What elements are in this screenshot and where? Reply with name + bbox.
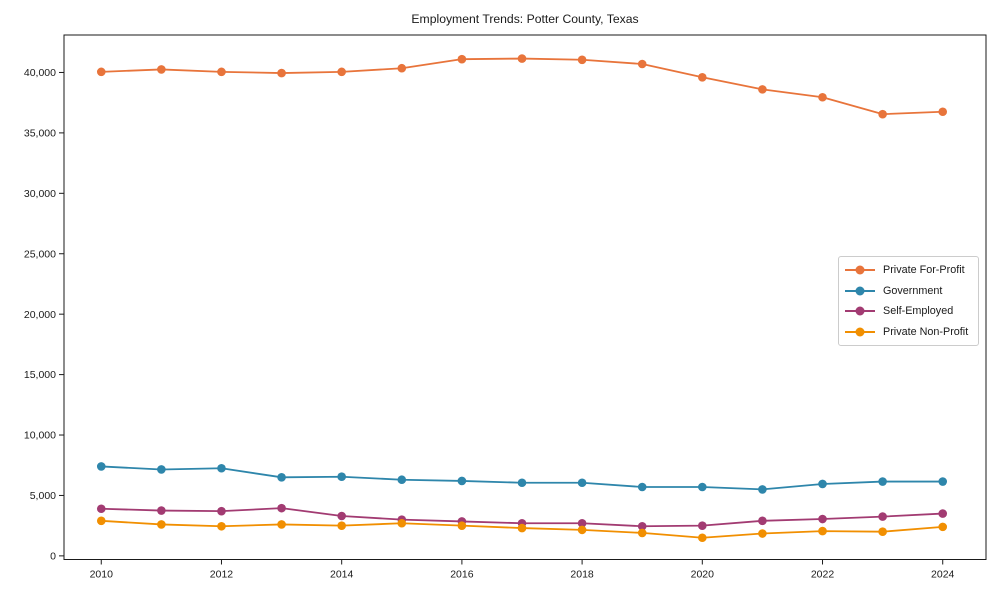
data-point-private-non-profit [457, 521, 467, 530]
y-tick-label: 40,000 [24, 67, 56, 79]
x-tick-label: 2018 [570, 569, 594, 581]
data-point-self-employed [758, 516, 767, 526]
data-point-government [637, 482, 647, 492]
data-point-private-non-profit [96, 516, 106, 526]
data-point-private-non-profit [217, 521, 226, 531]
data-point-private-for-profit [698, 72, 707, 82]
y-tick-label: 10,000 [24, 430, 56, 442]
data-point-private-non-profit [517, 523, 527, 533]
data-point-private-non-profit [157, 520, 166, 529]
x-tick-label: 2012 [210, 569, 234, 581]
legend: Private For-Profit Government Self-Emplo… [838, 256, 979, 346]
legend-line-marker-icon [845, 265, 875, 275]
y-tick-label: 15,000 [24, 369, 56, 381]
data-point-self-employed [818, 514, 827, 524]
data-point-private-non-profit [818, 526, 827, 536]
plot-border [63, 34, 987, 560]
data-point-private-for-profit [277, 68, 286, 78]
legend-item-label: Private Non-Profit [883, 325, 969, 338]
data-point-self-employed [577, 518, 587, 528]
data-point-government [157, 465, 166, 474]
data-point-government [277, 473, 286, 482]
data-point-government [217, 463, 226, 473]
data-point-government [758, 485, 767, 494]
x-tick-label: 2024 [931, 569, 955, 581]
data-point-private-for-profit [337, 67, 346, 77]
data-point-private-for-profit [397, 63, 407, 73]
data-point-private-for-profit [217, 67, 226, 77]
data-point-government [337, 472, 346, 482]
data-point-government [698, 482, 707, 492]
data-point-self-employed [698, 521, 707, 530]
y-tick-label: 0 [50, 550, 56, 562]
x-tick-label: 2014 [330, 569, 354, 581]
x-tick-label: 2022 [811, 569, 835, 581]
x-tick-label: 2010 [90, 569, 114, 581]
data-point-private-for-profit [157, 65, 166, 74]
data-point-self-employed [938, 509, 948, 518]
data-point-private-non-profit [938, 522, 948, 532]
legend-line-marker-icon [845, 286, 875, 296]
data-point-private-non-profit [637, 528, 647, 538]
data-point-self-employed [96, 504, 106, 514]
data-point-private-non-profit [577, 525, 587, 535]
data-point-private-for-profit [758, 85, 767, 94]
data-point-self-employed [637, 521, 647, 531]
data-point-government [577, 478, 587, 488]
data-point-private-for-profit [457, 54, 467, 64]
data-point-government [818, 479, 827, 489]
legend-item: Private For-Profit [845, 260, 976, 281]
data-point-private-non-profit [758, 529, 767, 538]
y-tick-label: 30,000 [24, 188, 56, 200]
data-point-self-employed [878, 512, 887, 521]
y-tick-label: 35,000 [24, 127, 56, 139]
legend-line-marker-icon [845, 327, 875, 337]
y-tick-label: 5,000 [30, 490, 56, 502]
data-point-government [938, 477, 948, 486]
data-point-government [397, 475, 407, 485]
legend-item: Private Non-Profit [845, 322, 976, 343]
data-point-private-for-profit [818, 92, 827, 102]
data-point-self-employed [157, 506, 166, 515]
data-point-private-non-profit [277, 520, 286, 529]
data-point-self-employed [277, 503, 286, 513]
data-point-self-employed [337, 511, 346, 521]
data-point-government [96, 462, 106, 471]
chart-title: Employment Trends: Potter County, Texas [411, 12, 639, 26]
legend-item-label: Government [883, 284, 943, 297]
series-line-private-for-profit [100, 57, 944, 116]
data-point-private-for-profit [637, 59, 647, 69]
x-tick-label: 2020 [691, 569, 715, 581]
legend-item: Government [845, 281, 976, 302]
data-point-private-non-profit [397, 518, 407, 528]
data-point-private-for-profit [577, 55, 587, 65]
data-point-private-non-profit [337, 521, 346, 530]
data-point-government [878, 477, 887, 486]
data-point-private-non-profit [878, 527, 887, 537]
data-point-private-for-profit [517, 54, 527, 63]
legend-item: Self-Employed [845, 301, 976, 322]
data-point-government [517, 478, 527, 488]
y-tick-label: 20,000 [24, 309, 56, 321]
legend-item-label: Self-Employed [883, 305, 954, 318]
data-point-private-for-profit [938, 107, 948, 117]
data-point-private-for-profit [878, 109, 887, 119]
data-point-private-for-profit [96, 67, 106, 77]
data-point-private-non-profit [698, 533, 707, 543]
legend-line-marker-icon [845, 306, 875, 316]
y-tick-label: 25,000 [24, 248, 56, 260]
legend-item-label: Private For-Profit [883, 264, 965, 277]
x-tick-label: 2016 [450, 569, 474, 581]
data-point-government [457, 476, 467, 486]
data-point-self-employed [217, 506, 226, 516]
